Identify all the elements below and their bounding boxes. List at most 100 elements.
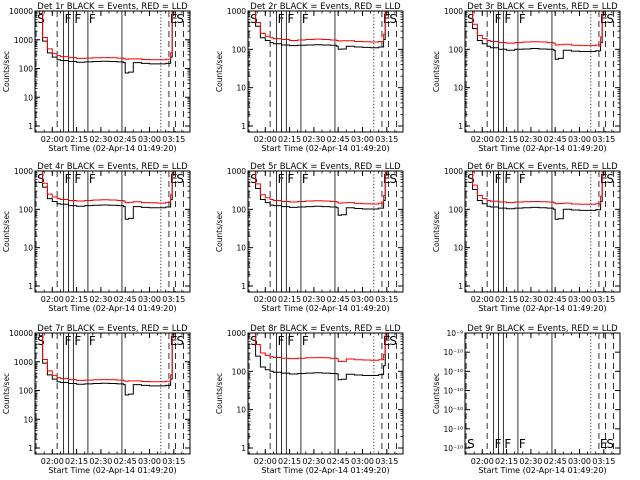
x-tick-label: 02:00 <box>41 457 64 466</box>
plot-frame <box>464 10 621 133</box>
marker-label: F <box>287 12 294 26</box>
lld-series-line <box>42 171 173 204</box>
x-axis-label: Start Time (02-Apr-14 01:49:20) <box>48 466 176 475</box>
marker-label: E <box>170 334 178 348</box>
marker-label: E <box>170 12 178 26</box>
panel-title: Det 8r BLACK = Events, RED = LLD <box>250 324 401 334</box>
x-tick-label: 02:15 <box>65 457 88 466</box>
events-series-line <box>38 333 175 396</box>
x-tick-label: 02:30 <box>519 135 542 144</box>
x-axis-label: Start Time (02-Apr-14 01:49:20) <box>261 466 389 475</box>
x-tick-label: 03:00 <box>568 135 591 144</box>
marker-label: F <box>74 334 81 348</box>
marker-label: F <box>89 334 96 348</box>
x-tick-label: 02:00 <box>41 135 64 144</box>
plot-frame <box>464 332 621 455</box>
marker-label: F <box>519 172 526 186</box>
events-series-line <box>42 171 175 220</box>
x-tick-label: 02:30 <box>302 295 325 304</box>
y-tick-label: 1000 <box>14 167 33 176</box>
y-tick-label: 100 <box>19 205 34 214</box>
marker-label: S <box>606 172 614 186</box>
x-tick-label: 02:00 <box>254 135 277 144</box>
y-tick-label: 10000 <box>9 7 33 16</box>
marker-label: F <box>302 172 309 186</box>
y-tick-label: 10000 <box>9 329 33 338</box>
plot-area: S F F F ES <box>35 333 184 454</box>
y-axis-label: Counts/sec <box>215 51 224 92</box>
y-tick-label: 10⁻¹⁰ <box>443 425 463 434</box>
y-tick-label: 100 <box>19 387 34 396</box>
panel-title: Det 9r BLACK = Events, RED = LLD <box>467 324 618 334</box>
x-tick-label: 03:15 <box>375 295 398 304</box>
x-tick-label: 02:15 <box>495 457 518 466</box>
y-tick-label: 10 <box>23 244 33 253</box>
y-axis-label: Counts/sec <box>432 51 441 92</box>
y-tick-label: 10 <box>453 244 463 253</box>
panel-title: Det 2r BLACK = Events, RED = LLD <box>250 2 401 12</box>
y-tick-label: 10⁻¹⁰ <box>443 387 463 396</box>
y-tick-label: 1 <box>458 122 463 131</box>
marker-label: S <box>467 172 475 186</box>
y-tick-label: 10⁻¹⁰ <box>443 444 463 453</box>
y-tick-label: 1 <box>241 282 246 291</box>
x-tick-label: 02:15 <box>495 135 518 144</box>
x-tick-label: 02:45 <box>327 135 350 144</box>
y-tick-label: 100 <box>449 205 464 214</box>
marker-label: S <box>467 437 475 451</box>
marker-label: F <box>74 12 81 26</box>
marker-label: E <box>600 12 608 26</box>
x-tick-label: 03:15 <box>592 457 615 466</box>
marker-label: F <box>504 172 511 186</box>
events-series-line <box>255 333 388 381</box>
marker-label: S <box>37 334 45 348</box>
lld-series-line <box>38 11 173 61</box>
x-axis-label: Start Time (02-Apr-14 01:49:20) <box>261 304 389 313</box>
y-tick-label: 1 <box>28 444 33 453</box>
y-tick-label: 10 <box>236 244 246 253</box>
panel-title: Det 4r BLACK = Events, RED = LLD <box>37 162 188 172</box>
x-axis-label: Start Time (02-Apr-14 01:49:20) <box>48 144 176 153</box>
x-tick-label: 03:00 <box>138 135 161 144</box>
marker-label: S <box>176 334 184 348</box>
y-tick-label: 100 <box>449 45 464 54</box>
events-series-line <box>472 171 605 220</box>
panel-title: Det 5r BLACK = Events, RED = LLD <box>250 162 401 172</box>
y-axis-label: Counts/sec <box>2 51 11 92</box>
plot-area: S F F F ES <box>248 11 397 132</box>
y-tick-label: 100 <box>232 367 247 376</box>
x-tick-label: 02:45 <box>544 135 567 144</box>
y-tick-label: 10⁻⁹ <box>446 329 463 338</box>
marker-label: F <box>287 172 294 186</box>
y-tick-label: 1000 <box>227 7 246 16</box>
x-tick-label: 02:00 <box>41 295 64 304</box>
marker-label: S <box>250 172 258 186</box>
marker-label: F <box>504 12 511 26</box>
x-tick-label: 02:30 <box>519 457 542 466</box>
panel-title: Det 3r BLACK = Events, RED = LLD <box>467 2 618 12</box>
y-tick-label: 1000 <box>227 329 246 338</box>
y-tick-label: 10 <box>23 415 33 424</box>
x-tick-label: 03:00 <box>568 457 591 466</box>
x-tick-label: 03:15 <box>375 135 398 144</box>
y-tick-label: 10 <box>23 93 33 102</box>
x-tick-label: 03:15 <box>592 295 615 304</box>
x-tick-label: 02:00 <box>471 135 494 144</box>
y-tick-label: 1 <box>28 122 33 131</box>
y-tick-label: 1000 <box>227 167 246 176</box>
x-tick-label: 03:15 <box>162 457 185 466</box>
x-tick-label: 02:45 <box>544 295 567 304</box>
y-tick-label: 10⁻¹⁰ <box>443 348 463 357</box>
y-axis-label: Counts/sec <box>432 211 441 252</box>
x-tick-label: 02:30 <box>302 135 325 144</box>
marker-label: S <box>389 334 397 348</box>
events-series-line <box>472 11 605 60</box>
x-tick-label: 03:15 <box>375 457 398 466</box>
events-series-line <box>38 11 175 74</box>
marker-label: E <box>600 437 608 451</box>
y-tick-label: 100 <box>232 205 247 214</box>
